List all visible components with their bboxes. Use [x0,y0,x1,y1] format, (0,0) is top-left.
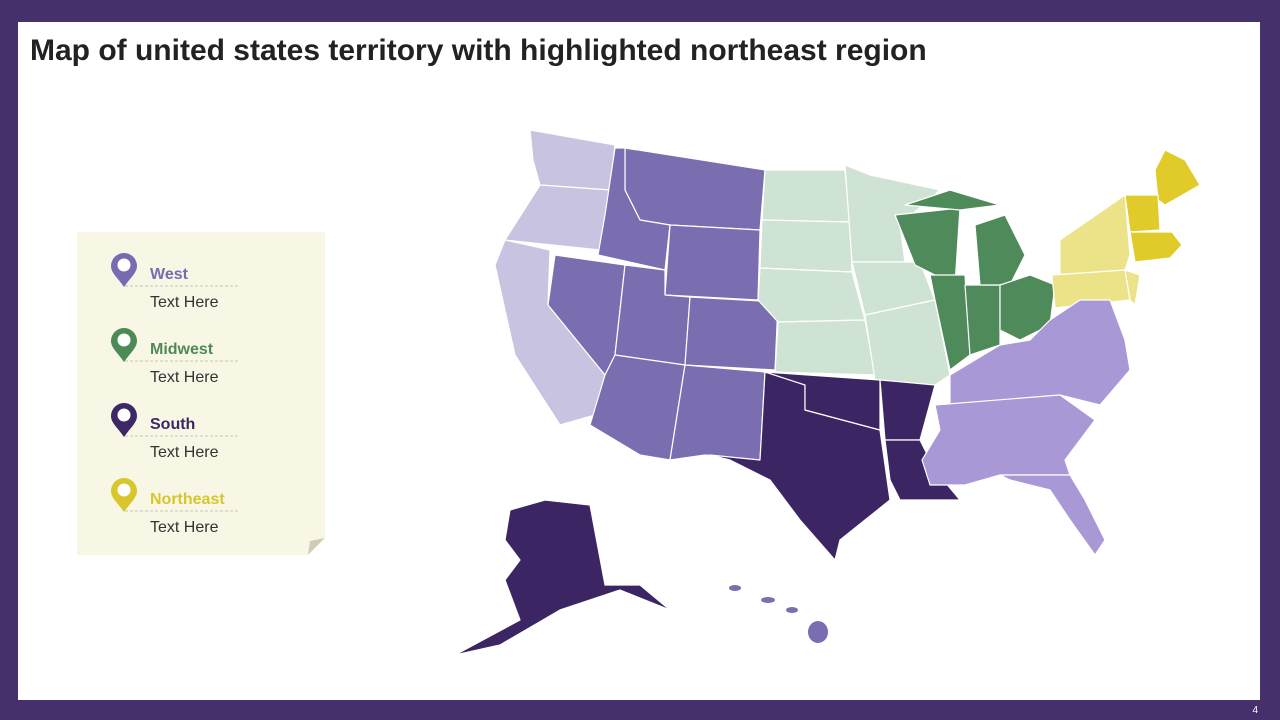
map-pin-dot [117,258,131,272]
corner-cut [308,538,325,555]
legend-text: Text Here [150,444,219,461]
legend-label: West [150,266,189,283]
legend: West Text Here Midwest Text Here South Text H… [111,253,240,536]
us-map [454,129,1201,656]
legend-text: Text Here [150,294,219,311]
map-pin-dot [117,483,131,497]
legend-label: South [150,416,195,433]
southeast-states [921,299,1131,556]
map-pin-dot [117,408,131,422]
great-lakes-states [894,189,1056,371]
mid-atlantic-states [1051,194,1141,309]
legend-label: Northeast [150,491,225,508]
pacific-states [494,129,616,426]
hawaii [729,585,828,643]
legend-label: Midwest [150,341,214,358]
south-central-states [454,371,961,656]
page-number: 4 [1252,705,1258,716]
mountain-states [547,147,779,461]
map-pin-dot [117,333,131,347]
new-england-states [1124,149,1201,263]
plains-states [757,164,951,386]
legend-text: Text Here [150,519,219,536]
slide-title: Map of united states territory with high… [30,34,927,67]
legend-text: Text Here [150,369,219,386]
